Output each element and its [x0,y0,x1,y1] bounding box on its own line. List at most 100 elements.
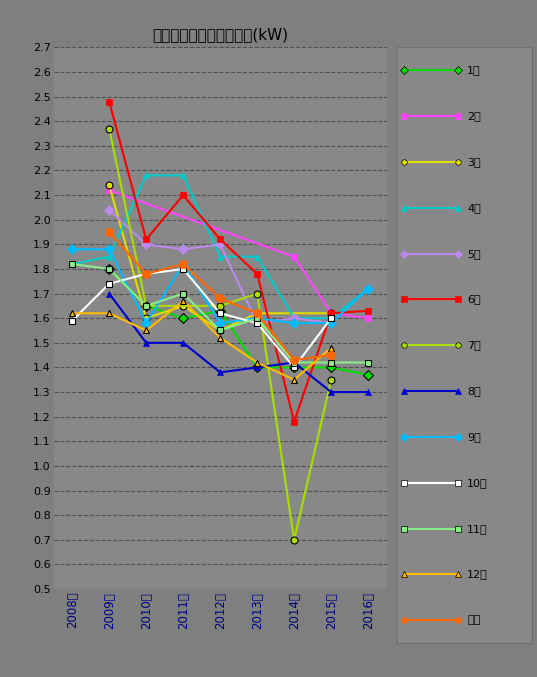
10月 [69,317,75,325]
Text: 7月: 7月 [467,341,481,350]
Line: 6月: 6月 [106,98,372,425]
Text: 3月: 3月 [467,157,481,167]
12月 [254,358,260,366]
12月 [143,326,149,334]
1月 [217,307,223,315]
2月 [291,253,297,261]
10月 [254,319,260,327]
5月 [180,245,186,253]
10月 [291,364,297,372]
9月 [106,245,112,253]
6月 [365,307,372,315]
9月 [143,319,149,327]
4月 [180,171,186,179]
平均 [291,356,297,364]
4月 [69,260,75,268]
12月 [291,376,297,384]
8月 [328,388,335,396]
Text: 6月: 6月 [467,294,481,305]
Title: 日照時間あたりの発電量(kW): 日照時間あたりの発電量(kW) [152,27,288,42]
Line: 4月: 4月 [69,172,372,322]
5月 [106,206,112,214]
Line: 2月: 2月 [106,187,372,322]
7月 [106,125,112,133]
Text: 5月: 5月 [467,248,481,259]
1月 [291,364,297,372]
8月 [217,368,223,376]
7月 [143,302,149,310]
5月 [143,240,149,248]
7月 [217,302,223,310]
11月 [143,302,149,310]
11月 [217,326,223,334]
8月 [143,338,149,347]
3月 [328,309,335,318]
8月 [291,358,297,366]
2月 [328,309,335,318]
5月 [217,240,223,248]
平均 [254,309,260,318]
12月 [328,344,335,352]
平均 [180,260,186,268]
11月 [254,314,260,322]
8月 [254,364,260,372]
11月 [106,265,112,273]
2月 [106,186,112,194]
4月 [143,171,149,179]
6月 [143,236,149,244]
4月 [291,314,297,322]
平均 [143,270,149,278]
Text: 平均: 平均 [467,615,481,626]
6月 [328,309,335,318]
11月 [180,290,186,298]
平均 [106,228,112,236]
7月 [291,536,297,544]
3月 [106,181,112,190]
5月 [254,319,260,327]
4月 [106,253,112,261]
11月 [328,358,335,366]
Text: 9月: 9月 [467,432,481,442]
Line: 11月: 11月 [69,261,372,366]
9月 [328,319,335,327]
4月 [217,253,223,261]
4月 [328,314,335,322]
4月 [365,284,372,292]
10月 [143,270,149,278]
8月 [180,338,186,347]
1月 [254,364,260,372]
平均 [217,294,223,303]
9月 [254,314,260,322]
2月 [365,314,372,322]
10月 [180,265,186,273]
11月 [365,358,372,366]
9月 [291,319,297,327]
5月 [291,314,297,322]
Text: 12月: 12月 [467,569,488,580]
1月 [365,371,372,379]
Line: 平均: 平均 [105,228,335,364]
1月 [143,302,149,310]
9月 [180,260,186,268]
Text: 11月: 11月 [467,523,488,533]
12月 [217,334,223,342]
10月 [217,309,223,318]
8月 [365,388,372,396]
Text: 4月: 4月 [467,203,481,213]
11月 [69,260,75,268]
6月 [180,191,186,199]
10月 [328,314,335,322]
3月 [254,309,260,318]
Text: 1月: 1月 [467,65,481,75]
4月 [254,253,260,261]
1月 [180,314,186,322]
3月 [143,314,149,322]
8月 [106,290,112,298]
Line: 8月: 8月 [106,290,372,395]
Line: 3月: 3月 [106,182,335,334]
Line: 7月: 7月 [106,125,335,543]
Text: 10月: 10月 [467,478,488,487]
12月 [106,309,112,318]
3月 [180,302,186,310]
3月 [217,326,223,334]
